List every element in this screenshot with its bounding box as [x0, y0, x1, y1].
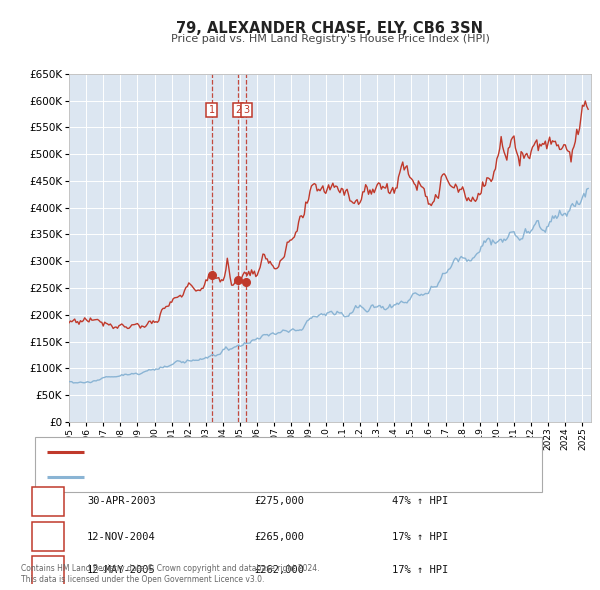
Text: 12-NOV-2004: 12-NOV-2004: [87, 532, 155, 542]
FancyBboxPatch shape: [32, 522, 64, 551]
Text: 1: 1: [44, 496, 52, 506]
FancyBboxPatch shape: [35, 437, 542, 492]
Text: 17% ↑ HPI: 17% ↑ HPI: [392, 565, 448, 575]
Text: 2: 2: [44, 532, 52, 542]
Text: This data is licensed under the Open Government Licence v3.0.: This data is licensed under the Open Gov…: [21, 575, 265, 584]
Text: 3: 3: [244, 105, 250, 115]
Text: £275,000: £275,000: [254, 496, 304, 506]
Text: 30-APR-2003: 30-APR-2003: [87, 496, 155, 506]
Text: 17% ↑ HPI: 17% ↑ HPI: [392, 532, 448, 542]
Text: £265,000: £265,000: [254, 532, 304, 542]
Text: Price paid vs. HM Land Registry's House Price Index (HPI): Price paid vs. HM Land Registry's House …: [170, 34, 490, 44]
Text: £262,000: £262,000: [254, 565, 304, 575]
Text: 2: 2: [235, 105, 241, 115]
Text: 12-MAY-2005: 12-MAY-2005: [87, 565, 155, 575]
FancyBboxPatch shape: [32, 556, 64, 585]
Text: Contains HM Land Registry data © Crown copyright and database right 2024.: Contains HM Land Registry data © Crown c…: [21, 565, 320, 573]
Text: 47% ↑ HPI: 47% ↑ HPI: [392, 496, 448, 506]
Text: 79, ALEXANDER CHASE, ELY, CB6 3SN: 79, ALEXANDER CHASE, ELY, CB6 3SN: [176, 21, 484, 35]
FancyBboxPatch shape: [32, 487, 64, 516]
Text: 1: 1: [209, 105, 215, 115]
Text: 3: 3: [44, 565, 52, 575]
Text: HPI: Average price, detached house, East Cambridgeshire: HPI: Average price, detached house, East…: [92, 471, 375, 481]
Text: 79, ALEXANDER CHASE, ELY, CB6 3SN (detached house): 79, ALEXANDER CHASE, ELY, CB6 3SN (detac…: [92, 447, 367, 457]
